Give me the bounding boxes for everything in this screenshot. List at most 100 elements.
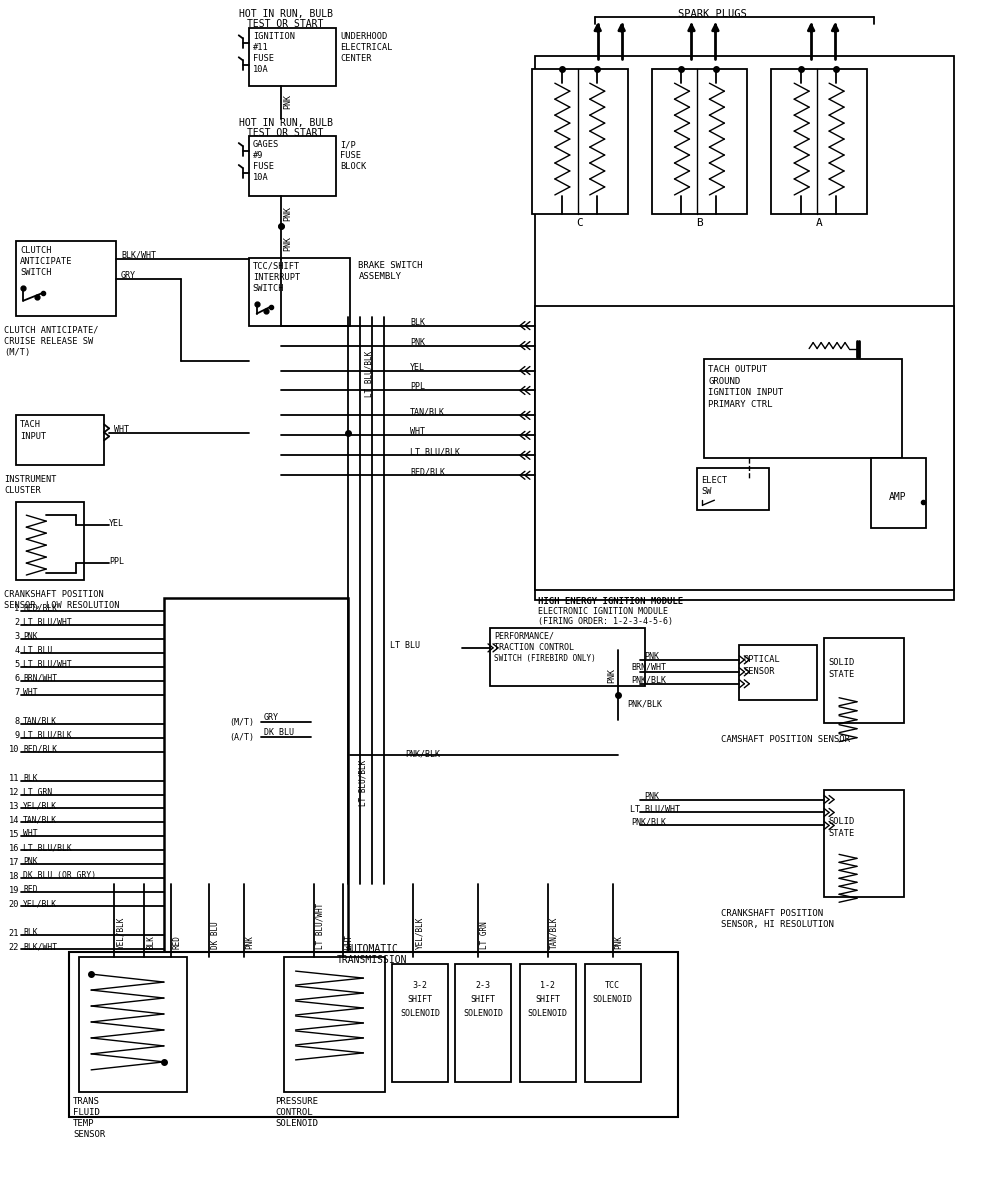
- Text: HOT IN RUN, BULB: HOT IN RUN, BULB: [239, 9, 333, 19]
- Text: PERFORMANCE/: PERFORMANCE/: [494, 632, 554, 641]
- Text: PNK: PNK: [608, 668, 617, 683]
- Text: SENSOR: SENSOR: [73, 1129, 105, 1139]
- Text: 13: 13: [9, 802, 19, 811]
- Text: BLK: BLK: [146, 936, 155, 949]
- Text: TAN/BLK: TAN/BLK: [23, 716, 57, 726]
- Text: I/P: I/P: [340, 140, 356, 149]
- Text: SENSOR: SENSOR: [743, 667, 775, 676]
- Bar: [704, 359, 902, 458]
- Text: CRANKSHAFT POSITION: CRANKSHAFT POSITION: [721, 910, 824, 918]
- Text: SOLID: SOLID: [828, 657, 854, 667]
- Text: 3: 3: [14, 632, 19, 642]
- Text: 12: 12: [9, 788, 19, 796]
- Text: PNK/BLK: PNK/BLK: [632, 818, 667, 826]
- Text: PNK: PNK: [645, 792, 660, 800]
- Text: SW: SW: [701, 487, 712, 497]
- Bar: [532, 70, 628, 214]
- Text: PNK: PNK: [23, 858, 38, 866]
- Text: YEL/BLK: YEL/BLK: [116, 917, 125, 949]
- Bar: [652, 70, 747, 214]
- Bar: [392, 964, 448, 1082]
- Text: 21: 21: [9, 929, 19, 938]
- Text: #9: #9: [253, 151, 263, 160]
- Text: TAN/BLK: TAN/BLK: [410, 407, 445, 417]
- Text: RED/BLK: RED/BLK: [23, 745, 57, 754]
- Bar: [535, 57, 954, 599]
- Text: SOLENOID: SOLENOID: [528, 1009, 568, 1018]
- Text: SWITCH: SWITCH: [20, 268, 52, 277]
- Text: STATE: STATE: [828, 670, 854, 678]
- Text: A: A: [816, 218, 822, 228]
- Text: UNDERHOOD: UNDERHOOD: [340, 32, 388, 41]
- Bar: [739, 645, 817, 700]
- Text: IGNITION INPUT: IGNITION INPUT: [708, 388, 784, 398]
- Text: CLUTCH ANTICIPATE/: CLUTCH ANTICIPATE/: [4, 326, 99, 335]
- Text: CRANKSHAFT POSITION: CRANKSHAFT POSITION: [4, 590, 104, 599]
- Text: 1: 1: [14, 604, 19, 614]
- Text: TEMP: TEMP: [73, 1119, 95, 1128]
- Text: HIGH ENERGY IGNITION MODULE: HIGH ENERGY IGNITION MODULE: [538, 597, 683, 607]
- Text: YEL/BLK: YEL/BLK: [23, 899, 57, 909]
- Text: PPL: PPL: [410, 382, 425, 392]
- Bar: [249, 257, 350, 326]
- Text: 14: 14: [9, 815, 19, 825]
- Bar: [284, 957, 385, 1092]
- Bar: [16, 415, 104, 465]
- Text: FLUID: FLUID: [73, 1108, 100, 1116]
- Text: 9: 9: [14, 732, 19, 740]
- Bar: [490, 628, 645, 686]
- Bar: [535, 306, 954, 590]
- Text: ELECTRICAL: ELECTRICAL: [340, 44, 393, 52]
- Text: PNK: PNK: [645, 651, 660, 661]
- Bar: [455, 964, 511, 1082]
- Text: TEST OR START: TEST OR START: [247, 129, 324, 138]
- Text: YEL/BLK: YEL/BLK: [415, 917, 424, 949]
- Text: SOLENOID: SOLENOID: [593, 995, 633, 1004]
- Text: CRUISE RELEASE SW: CRUISE RELEASE SW: [4, 336, 94, 346]
- Text: CLUSTER: CLUSTER: [4, 486, 41, 496]
- Text: TEST OR START: TEST OR START: [247, 19, 324, 30]
- Text: LT BLU: LT BLU: [390, 641, 420, 650]
- Text: LT BLU/BLK: LT BLU/BLK: [23, 730, 72, 740]
- Text: CLUTCH: CLUTCH: [20, 245, 52, 255]
- Text: ANTICIPATE: ANTICIPATE: [20, 257, 73, 266]
- Text: PNK/BLK: PNK/BLK: [632, 676, 667, 684]
- Text: 5: 5: [14, 661, 19, 669]
- Text: (M/T): (M/T): [4, 348, 31, 356]
- Text: TRACTION CONTROL: TRACTION CONTROL: [494, 643, 574, 651]
- Text: LT GRN: LT GRN: [480, 922, 489, 949]
- Text: YEL: YEL: [109, 519, 124, 529]
- Text: TAN/BLK: TAN/BLK: [550, 917, 559, 949]
- Text: INPUT: INPUT: [20, 432, 47, 441]
- Text: 2-3: 2-3: [476, 981, 491, 990]
- Bar: [824, 638, 904, 722]
- Text: BRAKE SWITCH: BRAKE SWITCH: [358, 261, 423, 270]
- Text: (M/T): (M/T): [229, 717, 254, 727]
- Text: SHIFT: SHIFT: [408, 995, 433, 1004]
- Text: 10: 10: [9, 745, 19, 754]
- Text: INSTRUMENT: INSTRUMENT: [4, 476, 57, 484]
- Text: ELECT: ELECT: [701, 477, 728, 485]
- Text: HOT IN RUN, BULB: HOT IN RUN, BULB: [239, 118, 333, 129]
- Text: 20: 20: [9, 900, 19, 909]
- Text: IGNITION: IGNITION: [253, 32, 295, 41]
- Text: CENTER: CENTER: [340, 54, 372, 64]
- Text: LT BLU/WHT: LT BLU/WHT: [23, 618, 72, 627]
- Text: SOLENOID: SOLENOID: [276, 1119, 319, 1128]
- Text: LT BLU/BLK: LT BLU/BLK: [358, 760, 367, 806]
- Text: GRY: GRY: [121, 270, 136, 280]
- Text: YEL/BLK: YEL/BLK: [23, 801, 57, 811]
- Text: RED: RED: [173, 936, 182, 949]
- Bar: [771, 70, 867, 214]
- Text: ELECTRONIC IGNITION MODULE: ELECTRONIC IGNITION MODULE: [538, 607, 668, 616]
- Bar: [697, 468, 769, 510]
- Text: LT BLU/WHT: LT BLU/WHT: [630, 805, 680, 813]
- Text: LT BLU/BLK: LT BLU/BLK: [410, 447, 460, 457]
- Bar: [871, 458, 926, 529]
- Text: SOLENOID: SOLENOID: [400, 1009, 440, 1018]
- Text: SOLENOID: SOLENOID: [463, 1009, 503, 1018]
- Bar: [520, 964, 576, 1082]
- Text: 10A: 10A: [253, 173, 268, 182]
- Text: BLOCK: BLOCK: [340, 162, 367, 171]
- Text: TRANSMISSION: TRANSMISSION: [337, 955, 408, 965]
